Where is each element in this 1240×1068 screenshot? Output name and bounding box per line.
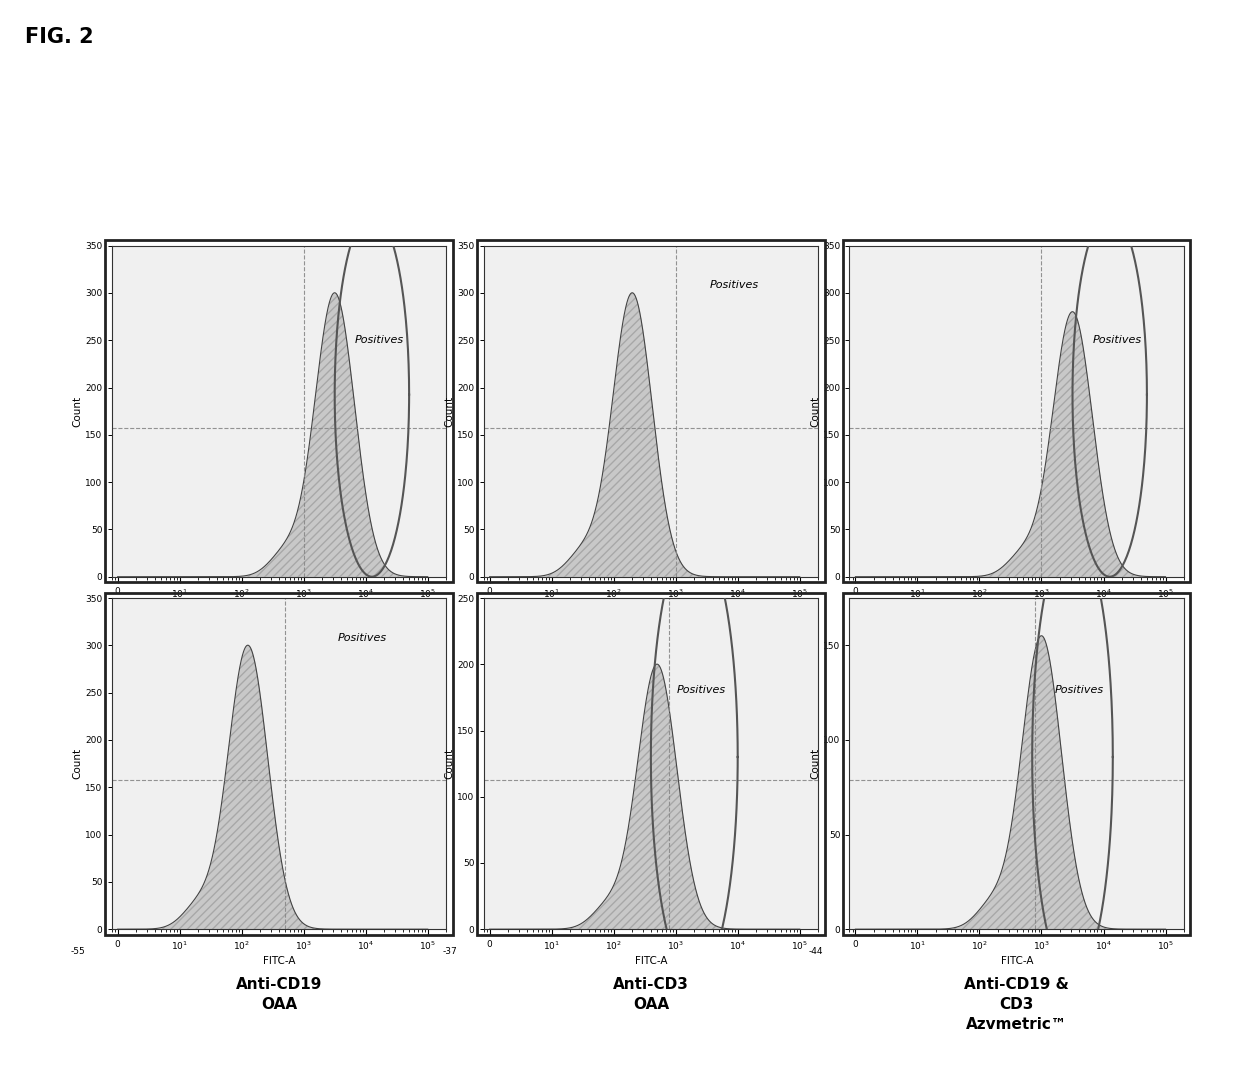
Y-axis label: Count: Count (811, 748, 821, 780)
Text: Positives: Positives (711, 281, 759, 290)
X-axis label: FITC-A: FITC-A (1001, 956, 1033, 967)
X-axis label: FITC-A: FITC-A (263, 603, 295, 614)
Y-axis label: Count: Count (73, 395, 83, 427)
Text: Positives: Positives (677, 685, 725, 695)
X-axis label: FITC-A: FITC-A (1001, 603, 1033, 614)
Text: Positives: Positives (1092, 335, 1141, 345)
Text: Anti-CD19
OAA: Anti-CD19 OAA (236, 977, 322, 1012)
Y-axis label: Count: Count (73, 748, 83, 780)
Text: -37: -37 (443, 947, 456, 956)
Text: Positives: Positives (339, 633, 387, 643)
Text: -55: -55 (71, 947, 84, 956)
X-axis label: FITC-A: FITC-A (263, 956, 295, 967)
Text: Positives: Positives (355, 335, 403, 345)
Text: Anti-CD19 &
CD3
Azvmetric™: Anti-CD19 & CD3 Azvmetric™ (965, 977, 1069, 1032)
Text: -44: -44 (808, 947, 822, 956)
Y-axis label: Count: Count (445, 748, 455, 780)
X-axis label: FITC-A: FITC-A (635, 603, 667, 614)
Y-axis label: Count: Count (811, 395, 821, 427)
Y-axis label: Count: Count (445, 395, 455, 427)
Text: FIG. 2: FIG. 2 (25, 27, 93, 47)
Text: Anti-CD3
OAA: Anti-CD3 OAA (613, 977, 689, 1012)
X-axis label: FITC-A: FITC-A (635, 956, 667, 967)
Text: Positives: Positives (1055, 685, 1104, 695)
